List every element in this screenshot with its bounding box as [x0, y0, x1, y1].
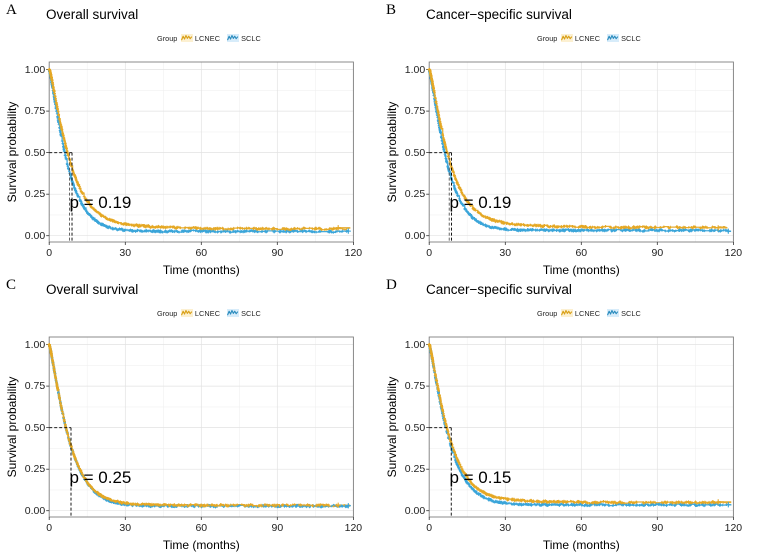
svg-text:p = 0.19: p = 0.19	[69, 193, 131, 212]
svg-text:p = 0.15: p = 0.15	[449, 468, 511, 487]
svg-text:p = 0.19: p = 0.19	[449, 193, 511, 212]
svg-text:p = 0.25: p = 0.25	[69, 468, 131, 487]
